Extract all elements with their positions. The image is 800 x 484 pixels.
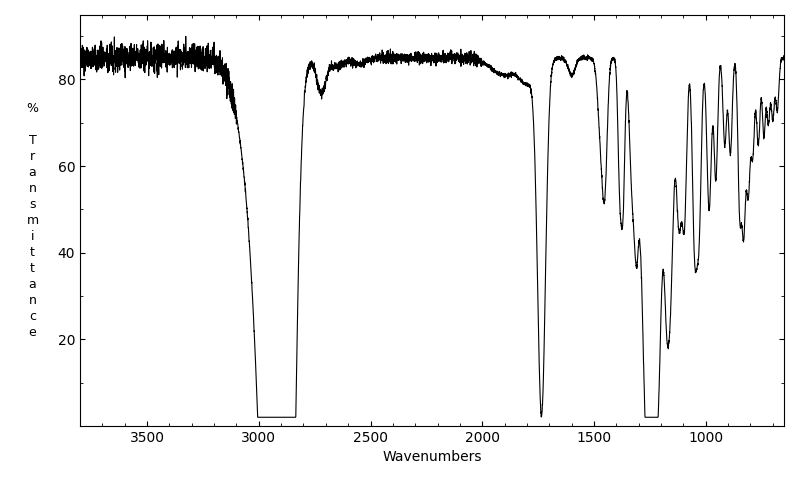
Y-axis label: %

T
r
a
n
s
m
i
t
t
a
n
c
e: % T r a n s m i t t a n c e	[26, 102, 38, 339]
X-axis label: Wavenumbers: Wavenumbers	[382, 450, 482, 464]
